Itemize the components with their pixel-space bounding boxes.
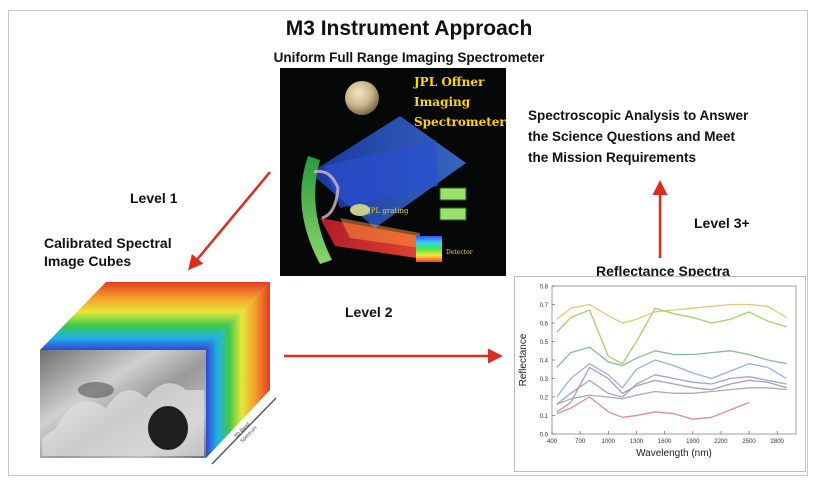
moon-image	[345, 81, 379, 115]
x-tick-label: 700	[575, 439, 586, 445]
analysis-line-1: Spectroscopic Analysis to Answer	[528, 108, 749, 123]
x-tick-label: 2500	[742, 439, 756, 445]
cube-top-face	[40, 282, 270, 350]
reflectance-chart: 0.0 0.1 0.2 0.3 0.4 0.5 0.6 0.7 0.8 400 700 1000 130…	[518, 285, 797, 459]
x-tick-label: 1300	[630, 439, 644, 445]
slit-block	[439, 187, 467, 201]
x-tick-label: 1600	[658, 439, 672, 445]
grating-icon	[350, 204, 370, 216]
analysis-line-3: the Mission Requirements	[528, 150, 697, 165]
instrument-caption-line-2: Imaging	[414, 95, 471, 109]
x-axis-label: Wavelength (nm)	[636, 448, 712, 459]
image-cubes-label: Calibrated Spectral Image Cubes	[44, 234, 244, 270]
primary-mirror	[301, 156, 332, 264]
y-tick-label: 0.2	[540, 396, 549, 402]
grating-label: JPL grating	[367, 207, 409, 215]
diagram-frame	[8, 10, 808, 476]
level-3-label: Level 3+	[694, 215, 750, 231]
x-tick-label: 2800	[771, 439, 785, 445]
level-2-label: Level 2	[345, 304, 393, 320]
instrument-caption-line-3: Spectrometer	[414, 115, 506, 129]
y-tick-label: 0.6	[540, 322, 549, 328]
instrument-caption-line-1: JPL Offner	[413, 75, 485, 89]
y-tick-label: 0.1	[540, 414, 549, 420]
series-line-3	[556, 346, 787, 368]
detector-label: Detector	[446, 249, 473, 256]
analysis-text: Spectroscopic Analysis to Answer the Sci…	[528, 105, 808, 168]
x-tick-label: 1900	[686, 439, 700, 445]
diagram-subtitle: Uniform Full Range Imaging Spectrometer	[273, 50, 545, 65]
y-axis-label: Reflectance	[518, 333, 529, 386]
y-tick-label: 0.8	[540, 285, 549, 291]
y-tick-label: 0.4	[540, 359, 549, 365]
crater-shadow	[148, 406, 188, 450]
series-line-4	[556, 359, 787, 398]
x-tick-label: 2200	[714, 439, 728, 445]
series-line-5	[556, 374, 787, 405]
instrument-illustration: JPL Offner Imaging Spectrometer JPL grat…	[280, 68, 506, 276]
series-line-6	[556, 366, 787, 413]
series-line-2	[556, 307, 787, 365]
y-tick-label: 0.7	[540, 303, 549, 309]
diagram-title: M3 Instrument Approach	[285, 17, 533, 40]
image-cubes-label-line-1: Calibrated Spectral	[44, 235, 172, 251]
spectrum-axis-arrow	[211, 397, 277, 465]
y-tick-label: 0.0	[540, 433, 549, 439]
plot-area	[551, 285, 797, 435]
level-1-label: Level 1	[130, 190, 178, 206]
image-cube: 3D Band Spectrum	[40, 282, 277, 465]
y-tick-label: 0.3	[540, 377, 549, 383]
y-tick-label: 0.5	[540, 340, 549, 346]
x-tick-label: 400	[547, 439, 558, 445]
image-cubes-label-line-2: Image Cubes	[44, 253, 132, 269]
series-line-7	[556, 387, 787, 406]
series-line-8	[556, 396, 750, 420]
spectra-title: Reflectance Spectra	[596, 263, 730, 279]
level-1-arrow	[188, 171, 271, 271]
x-tick-label: 1000	[602, 439, 616, 445]
cube-side-face	[206, 282, 270, 458]
analysis-line-2: the Science Questions and Meet	[528, 129, 736, 144]
detector-array	[416, 236, 442, 262]
